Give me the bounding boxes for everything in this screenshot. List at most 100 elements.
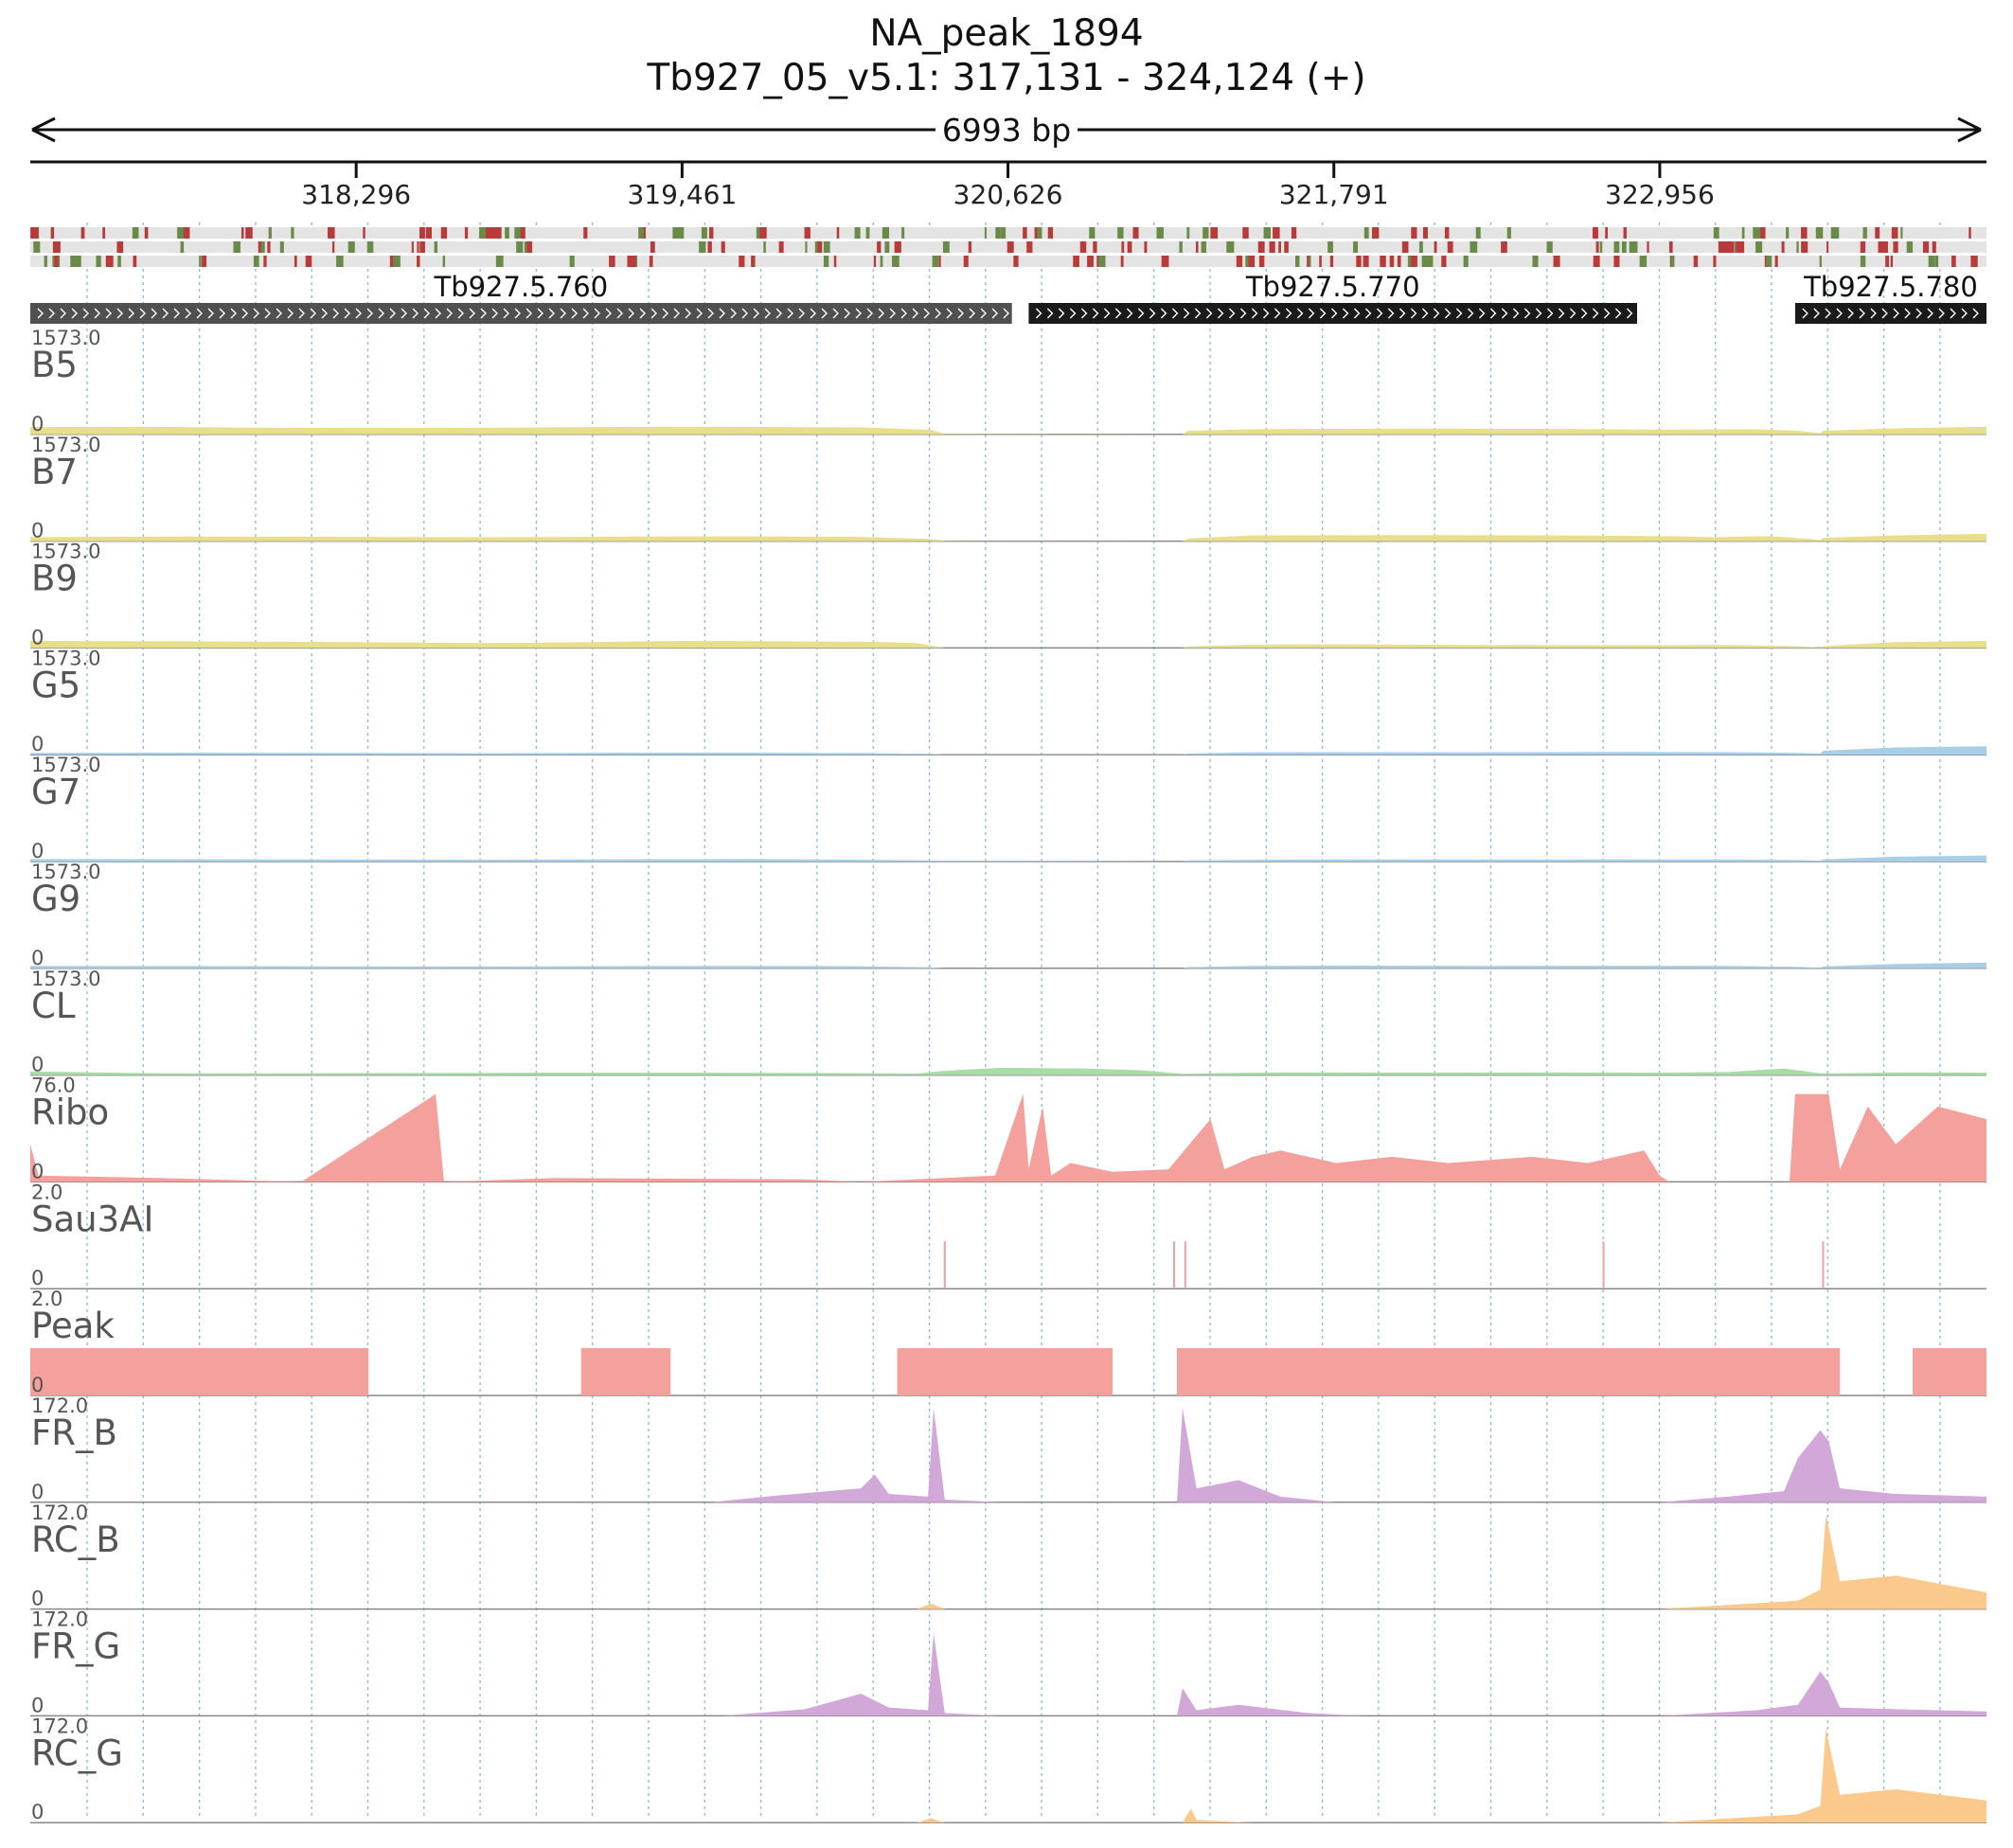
variant-mark xyxy=(294,256,297,267)
cut-site xyxy=(1602,1241,1605,1289)
variant-mark xyxy=(258,241,264,253)
variant-mark xyxy=(817,241,823,253)
strand-chevron xyxy=(480,308,487,319)
strand-chevron xyxy=(1859,308,1865,319)
variant-mark xyxy=(807,227,811,239)
variant-mark xyxy=(1013,256,1019,267)
variant-mark xyxy=(331,241,335,253)
variant-mark xyxy=(1623,227,1627,239)
variant-mark xyxy=(102,227,106,239)
strand-chevron xyxy=(582,308,589,319)
variant-mark xyxy=(1329,256,1334,267)
strand-chevron xyxy=(1467,308,1474,319)
variant-mark xyxy=(417,256,420,267)
variant-mark xyxy=(1880,241,1888,253)
strand-chevron xyxy=(1364,308,1372,319)
strand-chevron xyxy=(207,308,214,319)
variant-mark xyxy=(638,227,647,239)
variant-mark xyxy=(233,241,240,253)
variant-mark xyxy=(1668,241,1673,253)
variant-mark xyxy=(1647,241,1649,253)
variant-mark xyxy=(1900,227,1903,239)
variant-mark xyxy=(901,227,905,239)
strand-chevron xyxy=(128,308,134,319)
strand-chevron xyxy=(1308,308,1315,319)
strand-chevron xyxy=(980,308,987,319)
track-name: G5 xyxy=(31,665,80,705)
span-arrow-left-head xyxy=(31,116,56,143)
variant-mark xyxy=(1000,227,1006,239)
strand-chevron xyxy=(1881,308,1888,319)
variant-mark xyxy=(1089,227,1096,239)
axis-tick-label: 322,956 xyxy=(1605,179,1715,210)
coverage-area xyxy=(30,1632,1986,1716)
variant-mark xyxy=(132,227,139,239)
strand-chevron xyxy=(60,308,66,319)
strand-chevron xyxy=(1614,308,1622,319)
track-fr_g: 172.0FR_G 0 xyxy=(30,1608,1986,1716)
cut-site xyxy=(1173,1241,1176,1289)
variant-mark xyxy=(1595,241,1599,253)
variant-mark xyxy=(583,227,588,239)
strand-chevron xyxy=(1410,308,1417,319)
variant-mark xyxy=(490,227,496,239)
variant-mark xyxy=(105,256,114,267)
strand-chevron xyxy=(469,308,475,319)
strand-chevron xyxy=(1893,308,1899,319)
span-ruler: 6993 bp xyxy=(31,112,1982,150)
gene-track: Tb927.5.760 Tb927.5.770 Tb927.5.780 xyxy=(30,271,1986,324)
variant-mark xyxy=(1026,241,1033,253)
variant-mark xyxy=(1532,256,1539,267)
variant-mark xyxy=(479,227,486,239)
strand-chevron xyxy=(253,308,259,319)
strand-chevron xyxy=(1569,308,1577,319)
variant-mark xyxy=(1832,227,1840,239)
coverage-area xyxy=(30,641,1986,649)
variant-mark xyxy=(1934,256,1939,267)
variant-mark xyxy=(1156,227,1164,239)
variant-mark xyxy=(1273,227,1280,239)
variant-mark xyxy=(1426,256,1434,267)
variant-mark xyxy=(679,227,685,239)
strand-chevron xyxy=(719,308,725,319)
variant-mark xyxy=(1639,256,1648,267)
variant-mark xyxy=(1720,241,1728,253)
strand-chevron xyxy=(1802,308,1808,319)
strand-chevron xyxy=(1319,308,1327,319)
track-min: 0 xyxy=(31,520,44,542)
peak-region xyxy=(1913,1348,1986,1395)
strand-chevron xyxy=(401,308,407,319)
strand-chevron xyxy=(1546,308,1554,319)
variant-mark xyxy=(880,256,883,267)
variant-mark xyxy=(884,241,890,253)
strand-chevron xyxy=(1046,308,1054,319)
strand-chevron xyxy=(503,308,509,319)
strand-chevron xyxy=(48,308,55,319)
strand-chevron xyxy=(1262,308,1270,319)
variant-mark xyxy=(411,241,414,253)
variant-mark xyxy=(1284,241,1289,253)
variant-mark xyxy=(877,241,882,253)
variant-mark xyxy=(650,241,655,253)
variant-mark xyxy=(1291,227,1297,239)
variant-mark xyxy=(1226,241,1235,253)
variant-mark xyxy=(1860,241,1866,253)
strand-chevron xyxy=(1592,308,1599,319)
variant-mark xyxy=(50,227,55,239)
variant-rows xyxy=(30,227,1986,267)
strand-chevron xyxy=(855,308,862,319)
track-b9: 1573.0B9 0 xyxy=(30,541,1986,649)
variant-mark xyxy=(1037,227,1042,239)
variant-mark xyxy=(836,227,840,239)
strand-chevron xyxy=(957,308,964,319)
variant-mark xyxy=(1353,241,1359,253)
strand-chevron xyxy=(446,308,453,319)
strand-chevron xyxy=(1421,308,1429,319)
locus-subtitle: Tb927_05_v5.1: 317,131 - 324,124 (+) xyxy=(646,57,1365,99)
strand-chevron xyxy=(435,308,441,319)
variant-mark xyxy=(805,241,808,253)
gene-label: Tb927.5.760 xyxy=(433,271,608,303)
variant-mark xyxy=(1319,256,1322,267)
strand-chevron xyxy=(1058,308,1065,319)
